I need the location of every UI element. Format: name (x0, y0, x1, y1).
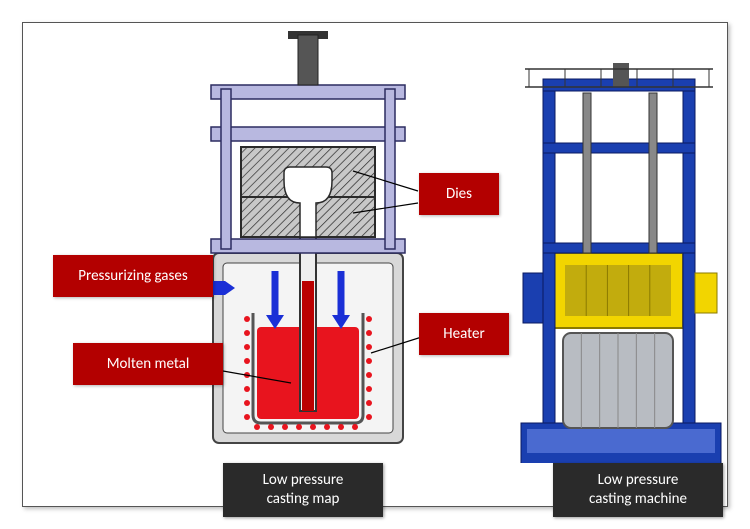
casting-machine-illustration (501, 23, 731, 463)
label-molten-metal: Molten metal (73, 343, 223, 385)
caption-left: Low pressure casting map (223, 463, 383, 517)
label-pressurizing-gases: Pressurizing gases (53, 255, 213, 297)
diagram-frame: Dies Pressurizing gases Heater Molten me… (22, 22, 728, 507)
caption-right: Low pressure casting machine (553, 463, 723, 517)
casting-schematic (23, 23, 443, 463)
label-dies: Dies (419, 173, 499, 215)
label-heater: Heater (419, 313, 509, 355)
